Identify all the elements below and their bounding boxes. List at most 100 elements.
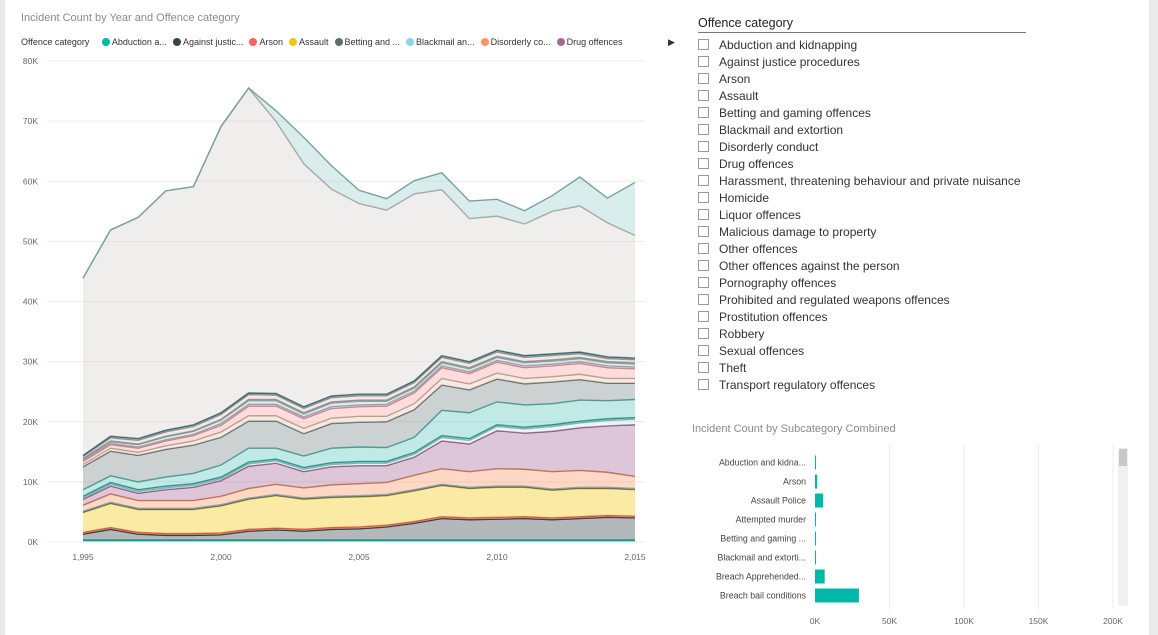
series-line: [82, 349, 636, 456]
series-line: [82, 361, 636, 463]
slicer-item-label: Drug offences: [719, 156, 794, 171]
slicer-item-label: Transport regulatory offences: [719, 377, 876, 392]
slicer-item[interactable]: Theft: [698, 359, 1026, 376]
bar: [815, 512, 816, 527]
category-label: Blackmail and extorti...: [718, 553, 807, 563]
slicer-item[interactable]: Prostitution offences: [698, 308, 1026, 325]
slicer-item[interactable]: Homicide: [698, 189, 1026, 206]
legend-item[interactable]: Assault: [288, 37, 329, 47]
slicer-item-label: Prohibited and regulated weapons offence…: [719, 292, 950, 307]
checkbox-icon[interactable]: [698, 73, 709, 84]
legend-swatch-icon: [556, 38, 565, 46]
slicer-item-label: Robbery: [719, 326, 765, 341]
series-line: [82, 87, 636, 279]
checkbox-icon[interactable]: [698, 277, 709, 288]
area-series: [83, 485, 635, 534]
slicer-item-label: Sexual offences: [719, 343, 805, 358]
slicer-item[interactable]: Betting and gaming offences: [698, 104, 1026, 121]
legend-item[interactable]: Abduction a...: [101, 37, 167, 47]
slicer-item[interactable]: Harassment, threatening behaviour and pr…: [698, 172, 1026, 189]
legend-item[interactable]: Arson: [249, 37, 283, 47]
legend-item[interactable]: Drug offences: [556, 37, 623, 47]
checkbox-icon[interactable]: [698, 362, 709, 373]
slicer-item[interactable]: Other offences: [698, 240, 1026, 257]
slicer-item[interactable]: Malicious damage to property: [698, 223, 1026, 240]
y-tick-label: 40K: [23, 297, 38, 307]
legend-item[interactable]: Disorderly co...: [480, 37, 551, 47]
checkbox-icon[interactable]: [698, 124, 709, 135]
checkbox-icon[interactable]: [698, 107, 709, 118]
category-label: Betting and gaming ...: [720, 534, 806, 544]
category-label: Assault Police: [751, 496, 806, 506]
slicer-item[interactable]: Prohibited and regulated weapons offence…: [698, 291, 1026, 308]
legend-item[interactable]: Betting and ...: [334, 37, 400, 47]
bar-chart-scrollbar[interactable]: [1118, 448, 1128, 606]
checkbox-icon[interactable]: [698, 56, 709, 67]
legend-label: Against justic...: [182, 37, 244, 47]
x-tick-label: 150K: [1029, 616, 1049, 626]
slicer-item[interactable]: Disorderly conduct: [698, 138, 1026, 155]
area-series: [83, 373, 635, 467]
checkbox-icon[interactable]: [698, 209, 709, 220]
slicer-item[interactable]: Other offences against the person: [698, 257, 1026, 274]
slicer-item-label: Other offences: [719, 241, 798, 256]
series-line: [82, 424, 636, 500]
slicer-item[interactable]: Transport regulatory offences: [698, 376, 1026, 393]
slicer-item[interactable]: Robbery: [698, 325, 1026, 342]
slicer-item[interactable]: Blackmail and extortion: [698, 121, 1026, 138]
series-line: [82, 398, 636, 491]
legend-item[interactable]: Blackmail an...: [406, 37, 475, 47]
legend-item[interactable]: Against justic...: [172, 37, 244, 47]
x-tick-label: 2,000: [210, 552, 232, 562]
checkbox-icon[interactable]: [698, 294, 709, 305]
checkbox-icon[interactable]: [698, 260, 709, 271]
legend-label: Blackmail an...: [416, 37, 475, 47]
y-tick-label: 30K: [23, 357, 38, 367]
slicer-item[interactable]: Assault: [698, 87, 1026, 104]
y-tick-label: 50K: [23, 236, 38, 246]
series-line: [82, 416, 636, 497]
bar: [815, 588, 859, 603]
series-line: [82, 359, 636, 461]
slicer-item[interactable]: Sexual offences: [698, 342, 1026, 359]
area-chart-title: Incident Count by Year and Offence categ…: [21, 12, 240, 24]
slicer-item-label: Against justice procedures: [719, 54, 860, 69]
checkbox-icon[interactable]: [698, 328, 709, 339]
x-tick-label: 0K: [810, 616, 821, 626]
checkbox-icon[interactable]: [698, 379, 709, 390]
area-series: [83, 399, 635, 497]
checkbox-icon[interactable]: [698, 175, 709, 186]
area-series: [83, 468, 635, 512]
scrollbar-thumb[interactable]: [1119, 449, 1127, 466]
checkbox-icon[interactable]: [698, 345, 709, 356]
checkbox-icon[interactable]: [698, 226, 709, 237]
slicer-item[interactable]: Pornography offences: [698, 274, 1026, 291]
legend-next-arrow-icon[interactable]: ▶: [668, 37, 675, 47]
area-series: [83, 417, 635, 499]
slicer-item[interactable]: Drug offences: [698, 155, 1026, 172]
stacked-area-chart: 0K 10K 20K 30K 40K 50K 60K 70K 80K 1,995 2,000 2,00…: [23, 56, 646, 562]
y-tick-label: 60K: [23, 176, 38, 186]
slicer-item-label: Theft: [719, 360, 747, 375]
x-tick-label: 50K: [882, 616, 897, 626]
slicer-item[interactable]: Arson: [698, 70, 1026, 87]
category-label: Abduction and kidna...: [719, 458, 806, 468]
slicer-item[interactable]: Abduction and kidnapping: [698, 36, 1026, 53]
y-tick-label: 20K: [23, 417, 38, 427]
slicer-item-label: Blackmail and extortion: [719, 122, 844, 137]
checkbox-icon[interactable]: [698, 141, 709, 152]
checkbox-icon[interactable]: [698, 39, 709, 50]
area-chart-legend[interactable]: Offence category Abduction a... Against j…: [21, 37, 675, 51]
slicer-item-label: Liquor offences: [719, 207, 801, 222]
checkbox-icon[interactable]: [698, 243, 709, 254]
legend-label: Drug offences: [566, 37, 623, 47]
bar-chart-title: Incident Count by Subcategory Combined: [692, 423, 896, 435]
horizontal-bar-chart: 0K 50K 100K 150K 200K Abduction and kidna... A…: [716, 445, 1123, 626]
checkbox-icon[interactable]: [698, 311, 709, 322]
slicer-item[interactable]: Against justice procedures: [698, 53, 1026, 70]
checkbox-icon[interactable]: [698, 158, 709, 169]
checkbox-icon[interactable]: [698, 90, 709, 101]
slicer-item[interactable]: Liquor offences: [698, 206, 1026, 223]
checkbox-icon[interactable]: [698, 192, 709, 203]
legend-label: Arson: [259, 37, 283, 47]
